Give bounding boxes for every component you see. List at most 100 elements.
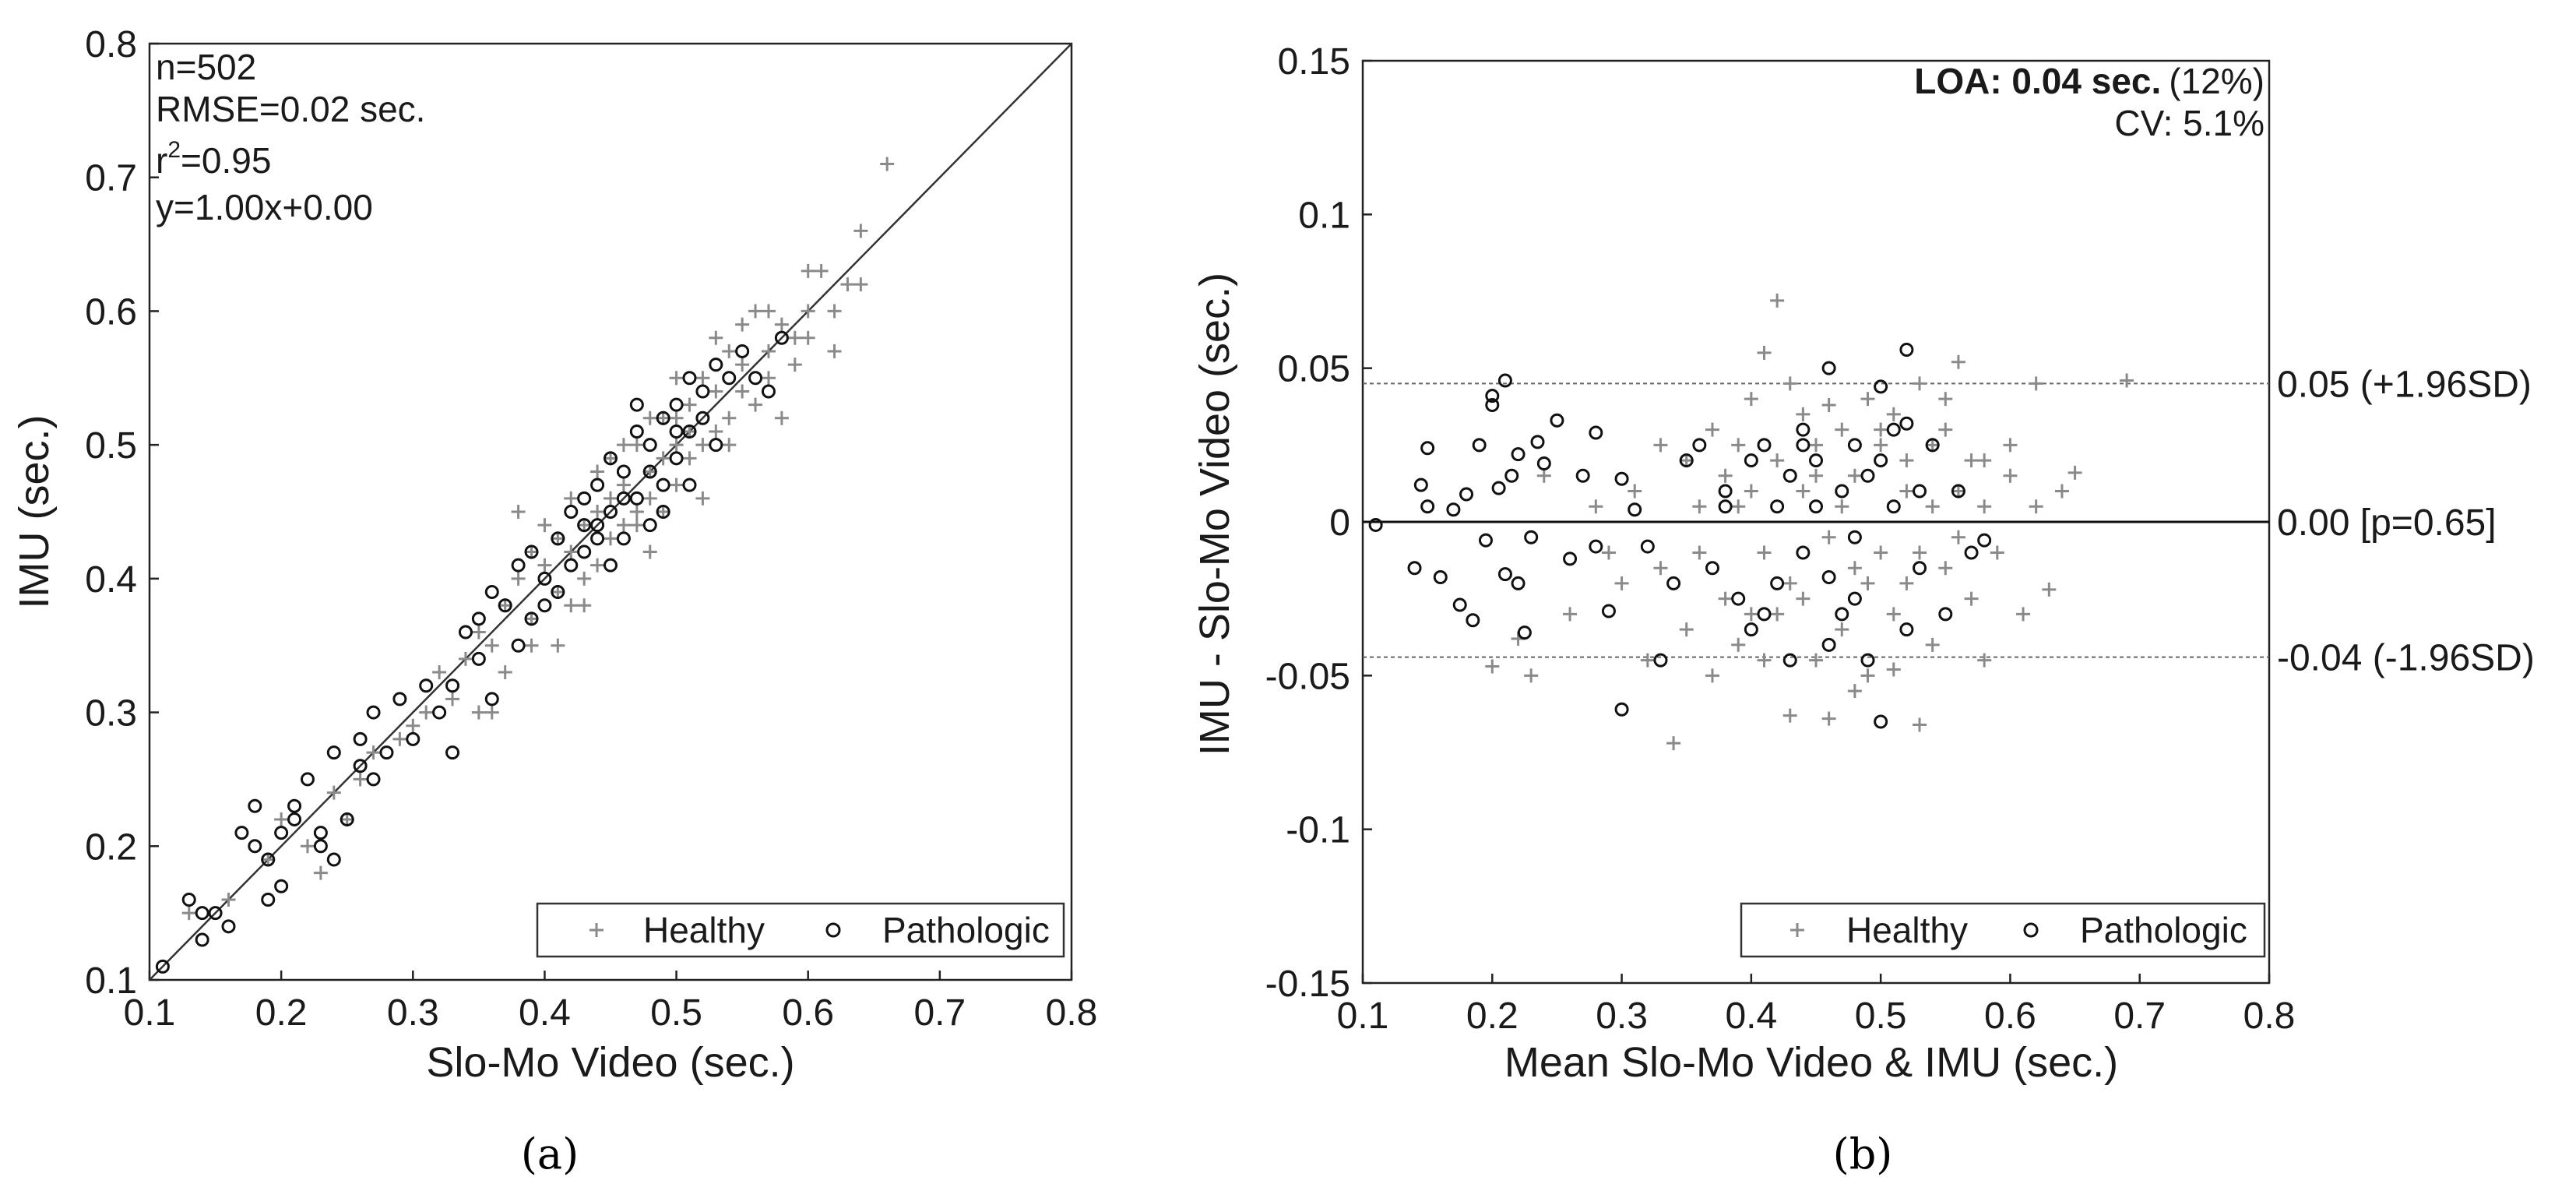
panel-a-healthy-point (801, 263, 815, 278)
panel-b-healthy-point (1770, 293, 1785, 308)
panel-b-legend-healthy-label: Healthy (1846, 910, 1968, 950)
panel-b-healthy-point (2003, 468, 2018, 483)
panel-b-pathologic-point (1874, 453, 1888, 468)
panel-a-pathologic-point (511, 638, 526, 653)
panel-a-x-tick-label: 0.8 (1046, 992, 1098, 1034)
panel-a-pathologic-point (642, 518, 657, 533)
panel-b-healthy-point (1692, 545, 1707, 560)
panel-a-healthy-point (722, 438, 737, 453)
panel-b-pathologic-point (1964, 545, 1979, 560)
panel-b-healthy-point (1809, 468, 1823, 483)
panel-a-pathologic-point (155, 959, 170, 974)
panel-b-healthy-point (1847, 561, 1862, 576)
panel-b-pathologic-point (1938, 607, 1953, 622)
panel-b-pathologic-point (1718, 484, 1733, 499)
panel-b-cv-annotation: CV: 5.1% (2114, 103, 2265, 143)
panel-a-pathologic-point (313, 826, 328, 840)
panel-b-healthy-point (1860, 668, 1875, 683)
panel-b-pathologic-point (1589, 425, 1603, 440)
panel-a-pathologic-point (656, 505, 670, 519)
panel-b-x-tick-label: 0.3 (1596, 995, 1648, 1037)
panel-a-healthy-point (471, 705, 486, 720)
panel-b-healthy-point (1977, 499, 1992, 514)
panel-a-healthy-point (313, 865, 328, 880)
panel-a-pathologic-point (695, 410, 710, 425)
panel-b-healthy-point (1899, 576, 1914, 590)
panel-b-pathologic-point (1368, 517, 1383, 532)
panel-a-healthy-point (484, 705, 499, 720)
panel-a-pathologic-point (695, 384, 710, 399)
panel-b-healthy-point (1757, 345, 1772, 360)
panel-a-healthy-point (735, 358, 750, 372)
panel-a-pathologic-point (616, 491, 631, 506)
panel-b-healthy-point (1770, 453, 1785, 468)
panel-a-rmse-annotation: RMSE=0.02 sec. (156, 89, 425, 129)
panel-b-healthy-point (1563, 607, 1578, 622)
panel-b-pathologic-point (1835, 607, 1849, 622)
panel-b-pathologic-point (1744, 622, 1758, 637)
panel-b-pathologic-point (1796, 438, 1811, 453)
panel-b-pathologic-point (1550, 413, 1564, 428)
panel-b-pathologic-point (1511, 576, 1526, 590)
panel-a-healthy-point (353, 772, 368, 787)
panel-a-healthy-point (616, 477, 631, 492)
panel-b-pathologic-point (1614, 471, 1629, 486)
panel-a-healthy-point (616, 438, 631, 453)
panel-a-healthy-point (880, 157, 895, 171)
panel-b-healthy-point (1782, 708, 1797, 723)
panel-a-healthy-point (642, 544, 657, 559)
panel-b-healthy-point (1653, 561, 1668, 576)
panel-a-pathologic-point (577, 491, 592, 506)
panel-a-pathologic-point (748, 371, 763, 386)
panel-b-pathologic-point (1511, 447, 1526, 462)
panel-b-healthy-point (1744, 607, 1758, 622)
panel-a-pathologic-point (735, 344, 750, 358)
panel-a-healthy-point (801, 330, 815, 345)
panel-a-pathologic-point (366, 772, 381, 787)
panel-b-healthy-point (1913, 717, 1927, 732)
panel-a-healthy-point (735, 317, 750, 332)
panel-a-y-tick-label: 0.8 (85, 24, 137, 65)
panel-b-pathologic-point (1925, 438, 1940, 453)
panel-a-pathologic-point (392, 692, 407, 706)
panel-a-pathologic-point (432, 705, 447, 720)
panel-b-pathologic-point (1478, 533, 1493, 548)
panel-a-pathologic-point (326, 852, 341, 867)
panel-b-pathologic-point (1589, 539, 1603, 554)
panel-b-healthy-point (1614, 576, 1629, 590)
panel-b-pathologic-point (1821, 570, 1836, 585)
panel-b-healthy-point (1782, 576, 1797, 590)
panel-a-healthy-point (629, 438, 644, 453)
panel-a-pathologic-point (642, 438, 657, 453)
panel-b-legend-pathologic-label: Pathologic (2080, 910, 2247, 950)
panel-a-pathologic-point (524, 611, 539, 626)
panel-a-healthy-point (406, 718, 421, 733)
panel-a-healthy-point (853, 224, 868, 238)
panel-a-healthy-point (695, 371, 710, 386)
panel-b-x-tick-label: 0.4 (1725, 995, 1777, 1037)
panel-a-pathologic-point (379, 745, 394, 760)
panel-b-pathologic-point (1821, 361, 1836, 375)
panel-b-pathologic-point (1899, 342, 1914, 357)
panel-a-y-tick-label: 0.2 (85, 826, 137, 868)
panel-a-healthy-point (432, 665, 447, 680)
panel-a-healthy-point (537, 558, 552, 573)
panel-b-pathologic-point (1782, 468, 1797, 483)
panel-a-pathologic-point (537, 571, 552, 586)
panel-b-healthy-point (1601, 545, 1616, 560)
panel-a-pathologic-point (208, 906, 223, 921)
panel-b-healthy-point (1886, 607, 1901, 622)
panel-a-pathologic-point (484, 585, 499, 600)
panel-a-y-tick-label: 0.1 (85, 960, 137, 1002)
panel-b-healthy-point (1886, 662, 1901, 677)
panel-a-healthy-point (827, 304, 842, 319)
panel-a-pathologic-point (642, 464, 657, 479)
panel-b-healthy-point (1731, 637, 1746, 652)
panel-a-pathologic-point (774, 330, 789, 345)
panel-a-healthy-point (181, 906, 196, 921)
panel-b-y-tick-label: 0 (1329, 502, 1350, 544)
panel-a-healthy-point (761, 344, 776, 358)
panel-b-pathologic-point (1847, 591, 1862, 606)
panel-b-healthy-point (2067, 465, 2082, 480)
panel-b-healthy-point (1913, 545, 1927, 560)
